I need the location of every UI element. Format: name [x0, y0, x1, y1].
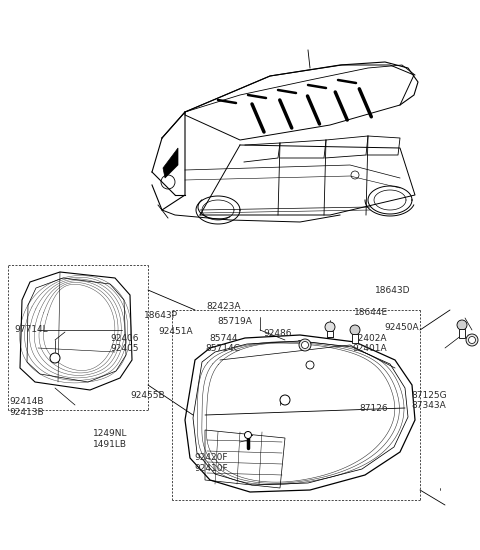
Text: 92414B
92413B: 92414B 92413B — [9, 397, 44, 417]
Text: 18644E: 18644E — [354, 308, 388, 317]
Text: 82423A: 82423A — [206, 302, 241, 311]
Circle shape — [280, 395, 290, 405]
Text: 85719A: 85719A — [217, 317, 252, 326]
Circle shape — [244, 432, 252, 438]
Text: 1249NL
1491LB: 1249NL 1491LB — [93, 429, 128, 449]
Text: 87125G
87343A: 87125G 87343A — [411, 390, 447, 410]
Circle shape — [350, 325, 360, 335]
Text: 87126: 87126 — [359, 404, 388, 412]
Circle shape — [301, 342, 309, 349]
Bar — [327, 331, 333, 337]
Circle shape — [468, 337, 476, 344]
Text: 92450A: 92450A — [384, 323, 419, 332]
Bar — [459, 329, 465, 338]
Circle shape — [457, 320, 467, 330]
Text: 92406
92405: 92406 92405 — [110, 334, 139, 354]
Bar — [352, 334, 358, 343]
Text: 92402A
92401A: 92402A 92401A — [352, 334, 387, 354]
Circle shape — [325, 322, 335, 332]
Text: 85744
85714C: 85744 85714C — [206, 334, 240, 354]
Circle shape — [466, 334, 478, 346]
Text: 92455B: 92455B — [131, 392, 165, 400]
Circle shape — [299, 339, 311, 351]
Circle shape — [306, 361, 314, 369]
Circle shape — [50, 353, 60, 363]
Text: 18643D: 18643D — [375, 286, 411, 295]
Polygon shape — [163, 148, 178, 178]
Text: 92451A: 92451A — [158, 327, 193, 336]
Text: 92486: 92486 — [263, 329, 291, 338]
Text: 18643P: 18643P — [144, 311, 178, 320]
Text: 97714L: 97714L — [14, 326, 48, 334]
Text: 92420F
92410F: 92420F 92410F — [194, 453, 228, 473]
